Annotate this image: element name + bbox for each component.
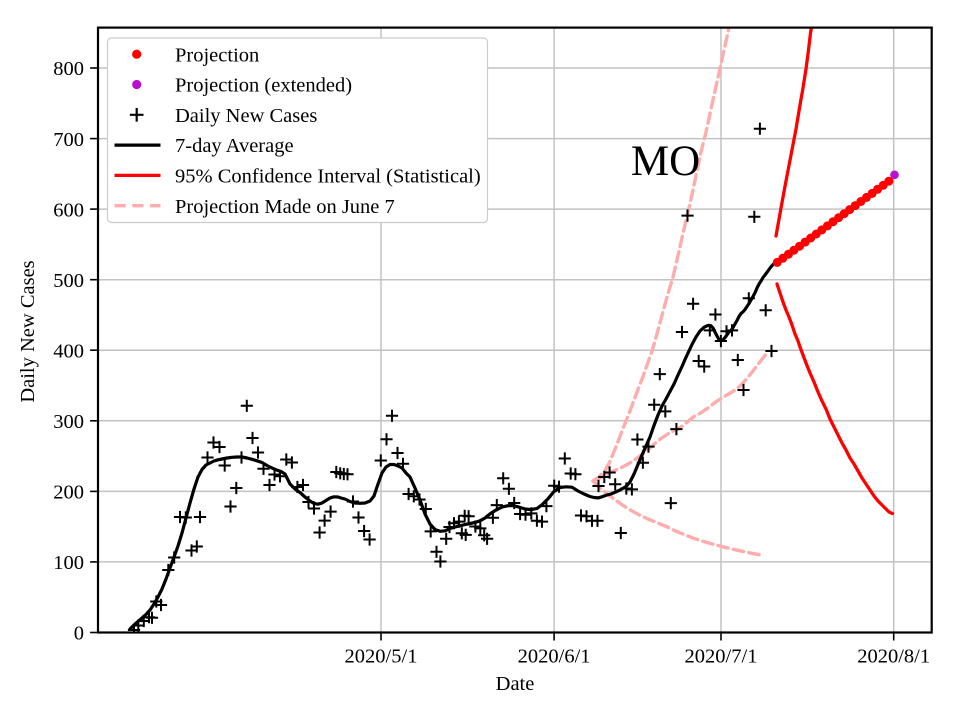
- svg-text:95% Confidence Interval (Stati: 95% Confidence Interval (Statistical): [175, 166, 481, 188]
- svg-text:Date: Date: [496, 673, 535, 695]
- svg-text:7-day Average: 7-day Average: [175, 135, 294, 157]
- svg-text:2020/8/1: 2020/8/1: [857, 646, 930, 668]
- svg-text:600: 600: [53, 199, 84, 221]
- svg-text:0: 0: [74, 623, 84, 645]
- svg-text:MO: MO: [631, 138, 700, 185]
- svg-text:2020/6/1: 2020/6/1: [518, 646, 591, 668]
- svg-text:700: 700: [53, 129, 84, 151]
- svg-text:Projection (extended): Projection (extended): [175, 75, 352, 97]
- svg-text:Projection: Projection: [175, 44, 259, 66]
- svg-text:2020/5/1: 2020/5/1: [345, 646, 418, 668]
- svg-text:Daily New Cases: Daily New Cases: [17, 260, 39, 402]
- svg-text:300: 300: [53, 411, 84, 433]
- svg-text:2020/7/1: 2020/7/1: [685, 646, 758, 668]
- svg-text:100: 100: [53, 552, 84, 574]
- svg-text:Daily New Cases: Daily New Cases: [175, 105, 317, 127]
- svg-text:400: 400: [53, 340, 84, 362]
- svg-text:500: 500: [53, 270, 84, 292]
- svg-text:800: 800: [53, 58, 84, 80]
- svg-text:Projection Made on June 7: Projection Made on June 7: [175, 196, 395, 218]
- svg-text:200: 200: [53, 482, 84, 504]
